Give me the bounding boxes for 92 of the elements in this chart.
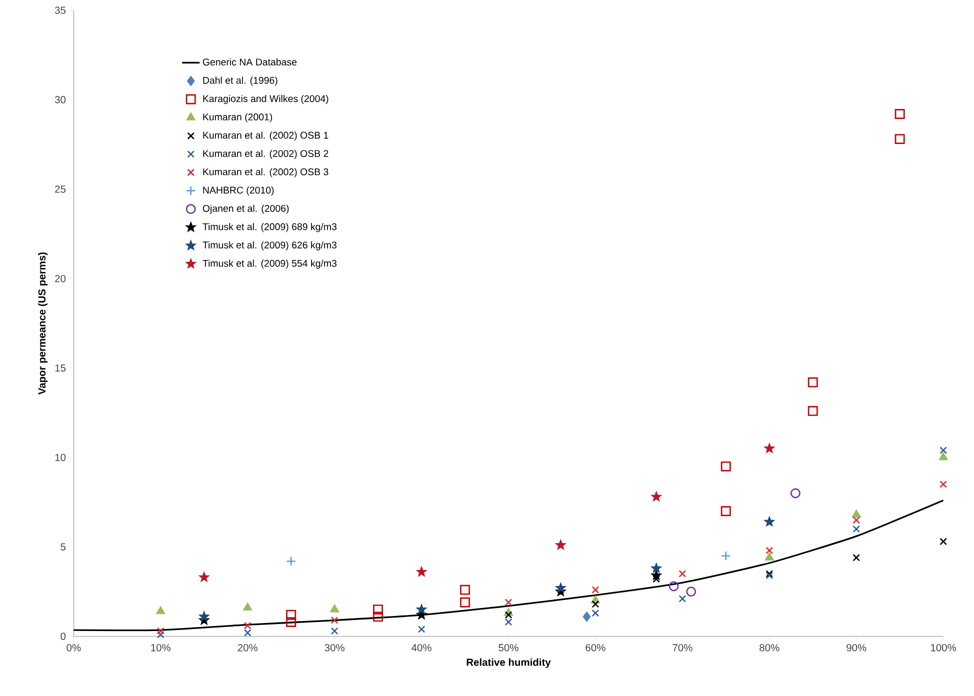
legend-label: Kumaran et al. (2002) OSB 2	[203, 150, 328, 160]
point	[652, 564, 662, 573]
point	[156, 606, 166, 614]
x-tick-label: 90%	[846, 644, 866, 652]
point	[244, 622, 252, 630]
x-axis-title: Relative humidity	[466, 658, 551, 668]
point	[243, 602, 252, 611]
y-tick-label: 20	[55, 275, 66, 282]
y-tick-label: 10	[55, 454, 66, 462]
y-tick-label: 5	[60, 543, 66, 551]
point	[808, 406, 818, 416]
point	[373, 604, 384, 615]
legend-label: Kumaran (2001)	[203, 113, 272, 122]
point	[330, 604, 339, 612]
point	[766, 546, 774, 554]
x-tick-label: 20%	[238, 644, 258, 652]
point	[764, 552, 774, 561]
point	[678, 595, 686, 603]
point	[686, 586, 696, 597]
legend-label: Dahl et al. (1996)	[203, 76, 278, 86]
x-tick-label: 50%	[498, 644, 518, 652]
point	[808, 378, 818, 388]
x-tick-label: 10%	[151, 644, 171, 652]
point	[504, 598, 512, 606]
point	[764, 444, 774, 453]
x-tick-label: 60%	[586, 644, 606, 652]
point	[852, 554, 860, 562]
x-tick-label: 100%	[931, 644, 956, 652]
point	[852, 510, 861, 518]
point	[678, 570, 686, 578]
point	[244, 629, 252, 637]
point	[852, 525, 860, 533]
x-tick-label: 30%	[324, 644, 344, 652]
point	[199, 572, 209, 582]
line-series	[72, 500, 944, 632]
point	[668, 581, 679, 592]
point	[460, 585, 470, 595]
y-tick-label: 35	[54, 6, 66, 14]
point	[418, 626, 426, 634]
point	[286, 610, 296, 620]
legend-label: Timusk et al. (2009) 626 kg/m3	[202, 241, 337, 251]
point	[556, 540, 566, 550]
point	[940, 446, 948, 454]
point	[460, 598, 470, 608]
point	[416, 604, 426, 614]
point	[330, 627, 338, 635]
point	[894, 134, 905, 144]
legend-label: Timusk et al. (2009) 689 kg/m3	[202, 223, 337, 232]
point	[286, 556, 296, 566]
point	[330, 616, 338, 624]
point	[504, 618, 512, 626]
point	[373, 612, 384, 622]
legend-label: Generic NA Database	[202, 58, 297, 66]
point	[720, 506, 731, 516]
point	[504, 611, 512, 619]
x-tick-label: 80%	[760, 644, 780, 652]
x-tick-label: 40%	[412, 644, 432, 652]
point	[582, 612, 591, 622]
point	[156, 631, 164, 638]
point	[652, 576, 660, 583]
y-tick-label: 25	[55, 186, 66, 193]
legend-label: NAHBRC (2010)	[203, 186, 274, 196]
legend-label: Kumaran et al. (2002) OSB 3	[203, 168, 328, 178]
point	[592, 586, 600, 594]
point	[652, 570, 662, 580]
legend-label: Timusk et al. (2009) 554 kg/m3	[202, 260, 337, 269]
point	[894, 109, 905, 120]
point	[286, 617, 296, 628]
y-axis-title: Vapor permeance (US perms)	[38, 252, 48, 395]
point	[592, 600, 600, 608]
point	[940, 480, 948, 488]
point	[720, 462, 731, 472]
y-tick-label: 15	[55, 364, 66, 372]
point	[720, 551, 731, 561]
point	[592, 610, 600, 617]
point	[199, 612, 209, 621]
point	[556, 583, 566, 592]
point	[790, 488, 800, 498]
point	[156, 627, 164, 635]
y-tick-label: 0	[60, 632, 66, 640]
point	[852, 516, 860, 524]
point	[940, 538, 948, 546]
legend-label: Karagiozis and Wilkes (2004)	[203, 95, 328, 104]
point	[416, 567, 426, 576]
point	[652, 492, 662, 502]
legend-label: Ojanen et al. (2006)	[202, 204, 289, 214]
y-tick-label: 30	[54, 96, 66, 104]
x-tick-label: 70%	[672, 644, 692, 652]
legend-label: Kumaran et al. (2002) OSB 1	[203, 132, 328, 141]
x-tick-label: 0%	[66, 644, 81, 652]
point	[938, 452, 948, 460]
point	[764, 517, 774, 526]
